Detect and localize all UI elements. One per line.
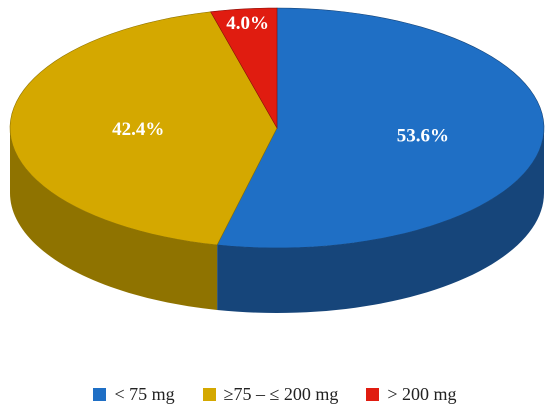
legend-item: ≥75 – ≤ 200 mg	[202, 383, 339, 405]
pie-side-0	[217, 128, 544, 313]
pie-slice-0	[216, 7, 545, 249]
legend-swatch	[366, 387, 380, 401]
pie-slices	[9, 7, 545, 249]
pie-slice-2	[210, 7, 278, 130]
legend: < 75 mg ≥75 – ≤ 200 mg > 200 mg	[0, 380, 550, 408]
pie-slice-1	[9, 11, 278, 246]
legend-swatch	[202, 387, 216, 401]
legend-label: ≥75 – ≤ 200 mg	[223, 383, 339, 404]
legend-label: > 200 mg	[387, 383, 457, 404]
slice-label-1: 42.4%	[112, 119, 164, 140]
legend-item: < 75 mg	[93, 383, 175, 405]
pie-sides	[10, 128, 544, 313]
legend-swatch	[93, 387, 107, 401]
legend-label: < 75 mg	[114, 383, 175, 404]
slice-labels: 53.6% 42.4% 4.0%	[112, 13, 449, 146]
pie-side-1	[10, 128, 218, 310]
slice-label-0: 53.6%	[397, 125, 449, 146]
slice-label-2: 4.0%	[226, 13, 269, 34]
legend-item: > 200 mg	[366, 383, 457, 405]
